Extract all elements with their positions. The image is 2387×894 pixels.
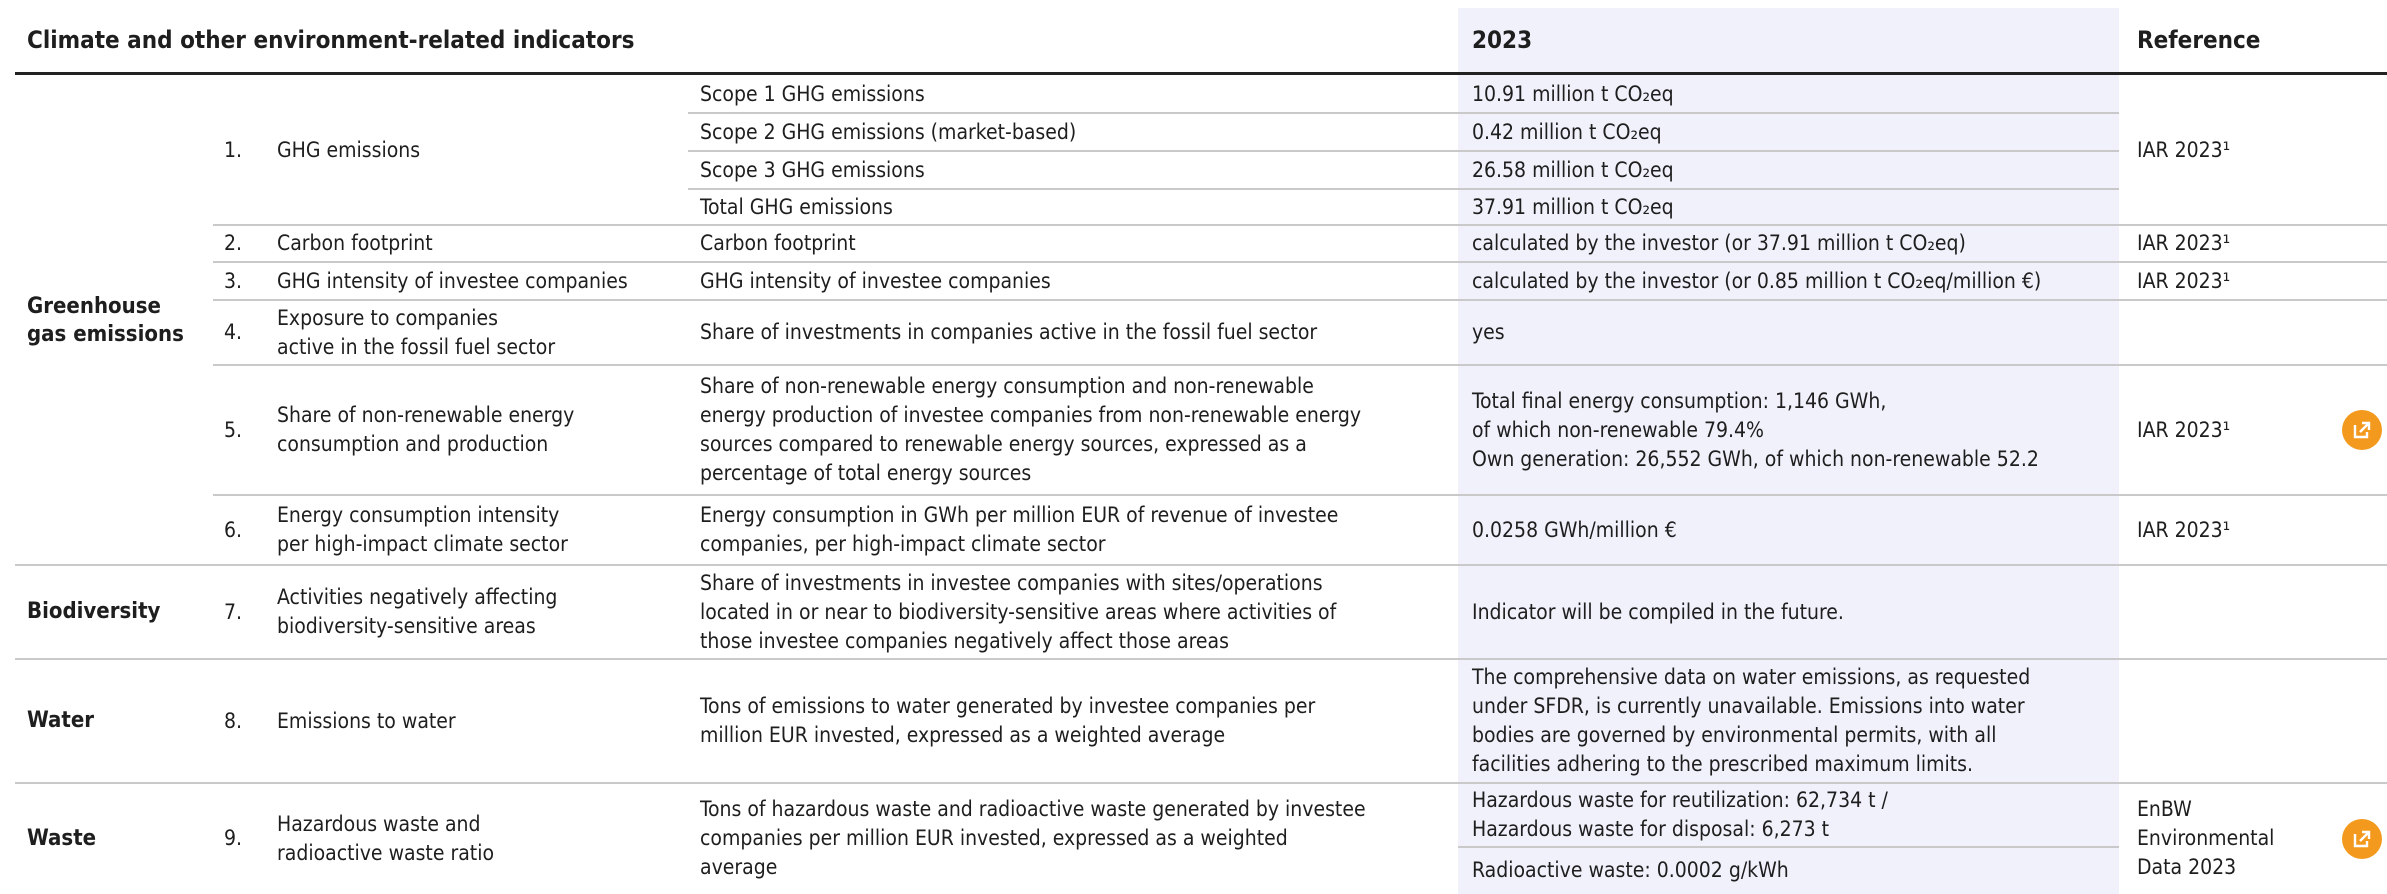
group-divider (15, 658, 2387, 660)
group-label: Greenhouse gas emissions (27, 293, 184, 347)
reference: IAR 2023¹ (2137, 231, 2231, 255)
sub-divider (688, 112, 2119, 114)
indicator: GHG intensity of investee companies (277, 268, 628, 293)
row-number: 5. (224, 417, 243, 442)
value: 26.58 million t CO₂eq (1472, 157, 1674, 182)
sub-divider (688, 150, 2119, 152)
value: 37.91 million t CO₂eq (1472, 194, 1674, 219)
indicator: Carbon footprint (277, 231, 433, 255)
value: Hazardous waste for reutilization: 62,73… (1472, 788, 1888, 841)
table-title: Climate and other environment-related in… (27, 26, 635, 54)
reference: IAR 2023¹ (2137, 517, 2231, 542)
row-number: 9. (224, 826, 243, 850)
sub-divider (1458, 846, 2119, 848)
row-number: 8. (224, 708, 243, 733)
metric: Scope 3 GHG emissions (700, 157, 925, 182)
indicator: Hazardous waste and radioactive waste ra… (277, 811, 495, 865)
link-glyph (2353, 421, 2371, 439)
group-label: Water (27, 708, 95, 733)
value: yes (1472, 320, 1505, 344)
reference: IAR 2023¹ (2137, 268, 2231, 293)
group-divider (15, 782, 2387, 784)
indicator: GHG emissions (277, 138, 421, 162)
metric: Scope 1 GHG emissions (700, 82, 925, 106)
value: 10.91 million t CO₂eq (1472, 82, 1674, 106)
row-number: 6. (224, 517, 243, 542)
row-number: 4. (224, 320, 243, 344)
reference: IAR 2023¹ (2137, 417, 2231, 442)
row-divider (213, 494, 2387, 496)
value: Indicator will be compiled in the future… (1472, 599, 1844, 624)
indicator: Energy consumption intensity per high-im… (277, 503, 568, 556)
row-divider (213, 261, 2387, 263)
row-divider (213, 224, 2387, 226)
metric: Tons of hazardous waste and radioactive … (700, 797, 1366, 879)
year-column-bg (1458, 8, 2119, 894)
sub-divider (688, 188, 2119, 190)
row-number: 2. (224, 231, 243, 255)
reference-header: Reference (2137, 26, 2261, 54)
row-divider (213, 299, 2387, 301)
metric: Tons of emissions to water generated by … (700, 694, 1316, 747)
metric: Share of non-renewable energy consumptio… (700, 374, 1362, 485)
external-link-icon[interactable] (2342, 410, 2382, 450)
metric: Scope 2 GHG emissions (market-based) (700, 119, 1077, 144)
row-divider (213, 364, 2387, 366)
group-divider (15, 564, 2387, 566)
value: calculated by the investor (or 0.85 mill… (1472, 268, 2042, 293)
value: Radioactive waste: 0.0002 g/kWh (1472, 858, 1789, 882)
value: The comprehensive data on water emission… (1472, 665, 2031, 776)
metric: Share of investments in companies active… (700, 320, 1318, 344)
value: 0.42 million t CO₂eq (1472, 119, 1662, 144)
reference: EnBW Environmental Data 2023 (2137, 797, 2275, 879)
header-rule (15, 72, 2387, 75)
indicator: Share of non-renewable energy consumptio… (277, 403, 575, 456)
indicator: Emissions to water (277, 708, 456, 733)
row-number: 3. (224, 268, 243, 293)
group-label: Biodiversity (27, 599, 161, 624)
indicator: Exposure to companies active in the foss… (277, 305, 556, 359)
group-label: Waste (27, 825, 97, 851)
value: Total final energy consumption: 1,146 GW… (1472, 388, 2039, 471)
reference: IAR 2023¹ (2137, 138, 2231, 162)
metric: Carbon footprint (700, 231, 856, 255)
metric: Share of investments in investee compani… (700, 570, 1337, 653)
indicator: Activities negatively affecting biodiver… (277, 585, 558, 638)
year-header: 2023 (1472, 26, 1533, 54)
value: calculated by the investor (or 37.91 mil… (1472, 231, 1966, 255)
row-number: 7. (224, 599, 243, 624)
row-number: 1. (224, 138, 243, 162)
value: 0.0258 GWh/million € (1472, 517, 1677, 542)
external-link-icon[interactable] (2342, 818, 2382, 859)
metric: Total GHG emissions (700, 194, 893, 219)
metric: GHG intensity of investee companies (700, 268, 1051, 293)
link-glyph (2353, 830, 2371, 847)
metric: Energy consumption in GWh per million EU… (700, 503, 1339, 556)
